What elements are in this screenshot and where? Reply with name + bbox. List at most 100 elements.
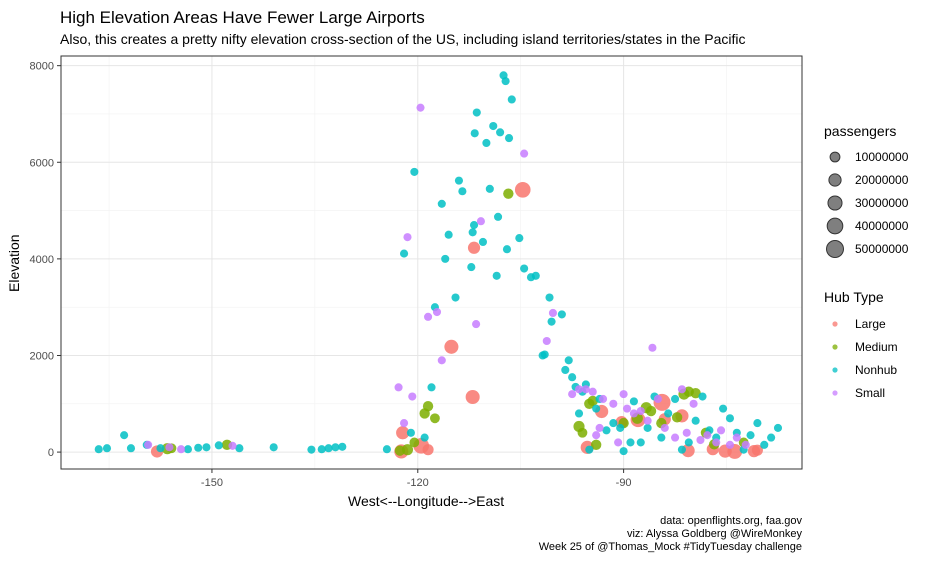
point-nonhub xyxy=(120,431,129,440)
point-nonhub xyxy=(470,129,479,138)
point-nonhub xyxy=(468,228,477,237)
point-medium xyxy=(590,439,602,451)
point-nonhub xyxy=(671,394,680,404)
point-nonhub xyxy=(331,443,340,452)
caption: data: openflights.org, faa.gov viz: Alys… xyxy=(539,515,802,554)
point-small xyxy=(598,394,608,404)
point-small xyxy=(732,433,741,442)
point-nonhub xyxy=(616,423,625,432)
point-nonhub xyxy=(214,441,223,450)
point-medium xyxy=(422,401,434,412)
point-nonhub xyxy=(545,293,554,302)
point-nonhub xyxy=(507,95,516,104)
point-small xyxy=(619,390,628,399)
caption-line-1: data: openflights.org, faa.gov xyxy=(660,515,802,527)
point-nonhub xyxy=(725,414,735,423)
point-small xyxy=(568,390,577,399)
point-medium xyxy=(409,437,420,448)
point-small xyxy=(682,428,691,437)
point-nonhub xyxy=(502,245,512,254)
point-large xyxy=(444,339,459,354)
size-legend-label: 10000000 xyxy=(855,150,909,164)
point-small xyxy=(403,233,412,242)
point-nonhub xyxy=(574,409,584,418)
point-nonhub xyxy=(773,423,783,432)
size-legend-label: 40000000 xyxy=(855,219,909,233)
color-legend-key xyxy=(832,367,838,373)
point-large xyxy=(465,389,480,405)
y-tick-label: 4000 xyxy=(30,254,54,266)
point-nonhub xyxy=(317,445,326,454)
size-legend-label: 30000000 xyxy=(855,196,909,210)
point-nonhub xyxy=(602,426,611,435)
point-small xyxy=(677,385,686,394)
point-small xyxy=(592,431,601,440)
x-tick-label: -120 xyxy=(407,477,429,489)
point-nonhub xyxy=(496,128,505,137)
point-small xyxy=(177,445,186,454)
point-medium xyxy=(690,387,701,399)
color-legend-key xyxy=(832,390,838,396)
point-medium xyxy=(577,427,588,438)
color-legend-label: Medium xyxy=(855,340,898,354)
point-nonhub xyxy=(489,121,498,131)
size-legend-key xyxy=(827,195,843,211)
point-small xyxy=(614,438,623,447)
point-nonhub xyxy=(94,445,103,454)
point-small xyxy=(636,406,645,416)
point-nonhub xyxy=(493,212,503,221)
point-nonhub xyxy=(102,444,112,453)
point-small xyxy=(542,336,551,346)
point-nonhub xyxy=(629,397,638,406)
caption-line-3: Week 25 of @Thomas_Mock #TidyTuesday cha… xyxy=(538,541,802,553)
point-small xyxy=(741,440,750,449)
point-small xyxy=(629,409,638,418)
size-legend-key xyxy=(826,217,844,235)
point-nonhub xyxy=(719,404,728,413)
point-nonhub xyxy=(156,444,165,453)
point-nonhub xyxy=(235,444,244,453)
point-nonhub xyxy=(664,409,673,418)
point-nonhub xyxy=(561,365,570,375)
point-small xyxy=(416,103,425,112)
point-large xyxy=(396,426,410,440)
plot-border xyxy=(60,55,803,470)
y-tick-label: 2000 xyxy=(30,350,54,362)
point-nonhub xyxy=(410,167,419,176)
point-small xyxy=(581,385,590,394)
point-nonhub xyxy=(202,443,211,452)
point-nonhub xyxy=(626,438,635,447)
point-medium xyxy=(671,412,683,423)
point-nonhub xyxy=(492,271,501,280)
point-nonhub xyxy=(482,138,491,148)
color-legend-label: Small xyxy=(855,386,885,400)
point-nonhub xyxy=(746,431,755,440)
size-legend-key xyxy=(826,240,844,258)
point-nonhub xyxy=(183,445,192,454)
point-nonhub xyxy=(585,445,594,454)
y-tick-label: 8000 xyxy=(30,61,54,73)
point-nonhub xyxy=(520,264,529,273)
point-nonhub xyxy=(406,428,415,437)
point-nonhub xyxy=(531,271,540,280)
point-nonhub xyxy=(767,433,776,442)
color-legend-label: Nonhub xyxy=(855,363,897,377)
point-small xyxy=(424,312,433,321)
point-nonhub xyxy=(338,442,347,451)
point-large xyxy=(467,241,481,254)
size-legend-title: passengers xyxy=(824,123,896,139)
color-legend-title: Hub Type xyxy=(824,289,884,305)
point-nonhub xyxy=(564,356,573,365)
point-small xyxy=(144,440,153,449)
color-legend-key xyxy=(832,321,838,327)
chart-title: High Elevation Areas Have Fewer Large Ai… xyxy=(60,8,425,27)
point-small xyxy=(595,423,604,432)
point-nonhub xyxy=(547,317,556,326)
y-tick-label: 0 xyxy=(48,447,54,459)
x-tick-label: -150 xyxy=(201,477,223,489)
point-small xyxy=(228,441,237,450)
point-small xyxy=(712,438,721,447)
point-nonhub xyxy=(324,444,333,453)
point-nonhub xyxy=(382,445,391,454)
